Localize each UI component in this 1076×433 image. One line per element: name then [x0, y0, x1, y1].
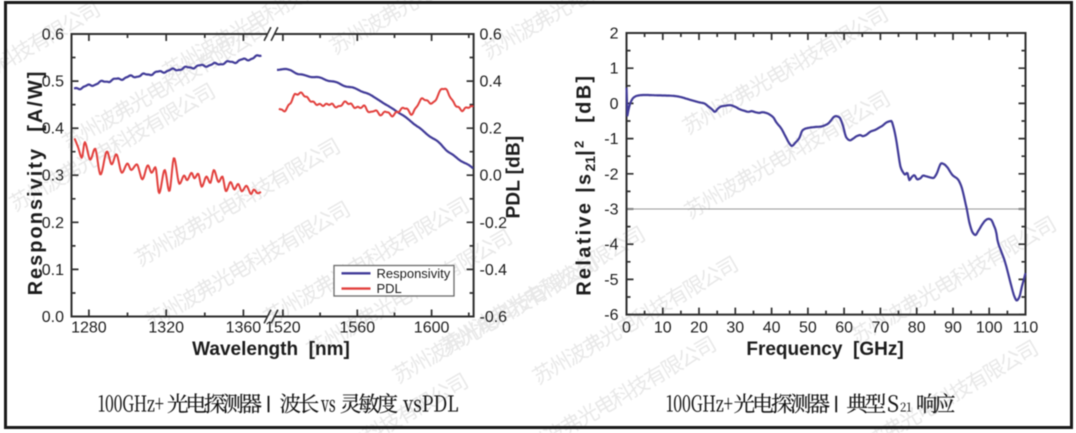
svg-text:90: 90 — [944, 320, 962, 337]
svg-text:10: 10 — [654, 320, 672, 337]
svg-text:0: 0 — [610, 96, 619, 113]
svg-text:1520: 1520 — [265, 320, 301, 337]
svg-text:Responsivity [A/W]: Responsivity [A/W] — [25, 70, 47, 296]
svg-text:1280: 1280 — [71, 320, 107, 337]
svg-text:-0.6: -0.6 — [480, 309, 508, 326]
svg-text:-0.4: -0.4 — [480, 262, 508, 279]
svg-text:0.6: 0.6 — [42, 27, 64, 44]
svg-text:0.2: 0.2 — [42, 215, 64, 232]
svg-text:2: 2 — [610, 26, 619, 43]
svg-text:0.2: 0.2 — [480, 121, 502, 138]
svg-text:30: 30 — [726, 320, 744, 337]
svg-text:-1: -1 — [604, 131, 618, 148]
svg-text:0.4: 0.4 — [480, 74, 502, 91]
svg-text:-6: -6 — [604, 307, 618, 324]
svg-text:Frequency [GHz]: Frequency [GHz] — [746, 339, 903, 360]
svg-text:0.4: 0.4 — [42, 121, 64, 138]
svg-text:70: 70 — [872, 320, 890, 337]
svg-text:-5: -5 — [604, 272, 618, 289]
svg-text:-4: -4 — [604, 237, 618, 254]
svg-text:Relative |s21|2 [dB]: Relative |s21|2 [dB] — [572, 74, 599, 296]
svg-text:-2: -2 — [604, 166, 618, 183]
svg-text:0.1: 0.1 — [42, 262, 64, 279]
svg-text:40: 40 — [763, 320, 781, 337]
svg-text:0.3: 0.3 — [42, 168, 64, 185]
svg-text:PDL [dB]: PDL [dB] — [504, 136, 525, 219]
svg-text:PDL: PDL — [377, 281, 402, 296]
svg-text:100: 100 — [976, 320, 1003, 337]
svg-text:60: 60 — [835, 320, 853, 337]
svg-text:1: 1 — [610, 61, 619, 78]
svg-text:110: 110 — [1013, 320, 1039, 337]
svg-text:-0.2: -0.2 — [480, 215, 508, 232]
svg-text:Responsivity: Responsivity — [377, 266, 451, 281]
svg-text:0.5: 0.5 — [42, 74, 64, 91]
svg-text:50: 50 — [799, 320, 817, 337]
svg-text:0.0: 0.0 — [42, 309, 64, 326]
svg-text:20: 20 — [690, 320, 708, 337]
svg-text:1600: 1600 — [414, 320, 450, 337]
svg-text:80: 80 — [908, 320, 926, 337]
svg-text:0.6: 0.6 — [480, 27, 502, 44]
svg-text:-3: -3 — [604, 202, 618, 219]
svg-text:1360: 1360 — [226, 320, 262, 337]
svg-text:Wavelength [nm]: Wavelength [nm] — [192, 339, 350, 360]
svg-text:0.0: 0.0 — [480, 168, 502, 185]
svg-text:1320: 1320 — [148, 320, 184, 337]
svg-text:0: 0 — [622, 320, 631, 337]
svg-text:1560: 1560 — [340, 320, 376, 337]
